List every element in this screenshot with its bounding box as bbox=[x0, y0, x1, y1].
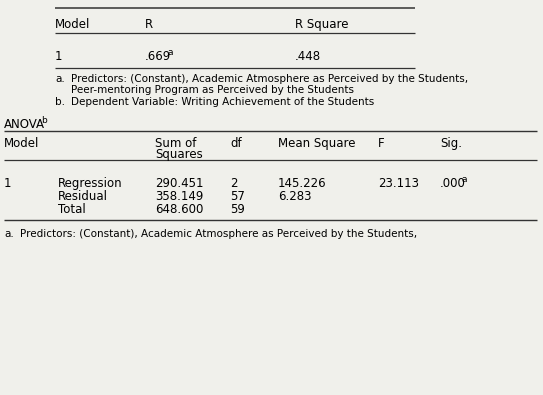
Text: 59: 59 bbox=[230, 203, 245, 216]
Text: Predictors: (Constant), Academic Atmosphere as Perceived by the Students,: Predictors: (Constant), Academic Atmosph… bbox=[71, 74, 468, 84]
Text: a.: a. bbox=[4, 229, 14, 239]
Text: F: F bbox=[378, 137, 384, 150]
Text: a.: a. bbox=[55, 74, 65, 84]
Text: b: b bbox=[41, 116, 47, 125]
Text: Regression: Regression bbox=[58, 177, 123, 190]
Text: 1: 1 bbox=[4, 177, 11, 190]
Text: Sum of: Sum of bbox=[155, 137, 197, 150]
Text: Dependent Variable: Writing Achievement of the Students: Dependent Variable: Writing Achievement … bbox=[71, 97, 374, 107]
Text: Predictors: (Constant), Academic Atmosphere as Perceived by the Students,: Predictors: (Constant), Academic Atmosph… bbox=[20, 229, 417, 239]
Text: Sig.: Sig. bbox=[440, 137, 462, 150]
Text: R: R bbox=[145, 18, 153, 31]
Text: 2: 2 bbox=[230, 177, 237, 190]
Text: 290.451: 290.451 bbox=[155, 177, 204, 190]
Text: R Square: R Square bbox=[295, 18, 349, 31]
Text: Peer-mentoring Program as Perceived by the Students: Peer-mentoring Program as Perceived by t… bbox=[71, 85, 354, 95]
Text: 145.226: 145.226 bbox=[278, 177, 327, 190]
Text: 1: 1 bbox=[55, 50, 62, 63]
Text: .000: .000 bbox=[440, 177, 466, 190]
Text: .448: .448 bbox=[295, 50, 321, 63]
Text: Mean Square: Mean Square bbox=[278, 137, 356, 150]
Text: Model: Model bbox=[55, 18, 90, 31]
Text: a: a bbox=[167, 48, 173, 57]
Text: 648.600: 648.600 bbox=[155, 203, 204, 216]
Text: b.: b. bbox=[55, 97, 65, 107]
Text: Squares: Squares bbox=[155, 148, 203, 161]
Text: .669: .669 bbox=[145, 50, 171, 63]
Text: 23.113: 23.113 bbox=[378, 177, 419, 190]
Text: df: df bbox=[230, 137, 242, 150]
Text: 6.283: 6.283 bbox=[278, 190, 312, 203]
Text: 358.149: 358.149 bbox=[155, 190, 204, 203]
Text: 57: 57 bbox=[230, 190, 245, 203]
Text: Total: Total bbox=[58, 203, 86, 216]
Text: ANOVA: ANOVA bbox=[4, 118, 45, 131]
Text: a: a bbox=[461, 175, 466, 184]
Text: Model: Model bbox=[4, 137, 40, 150]
Text: Residual: Residual bbox=[58, 190, 108, 203]
